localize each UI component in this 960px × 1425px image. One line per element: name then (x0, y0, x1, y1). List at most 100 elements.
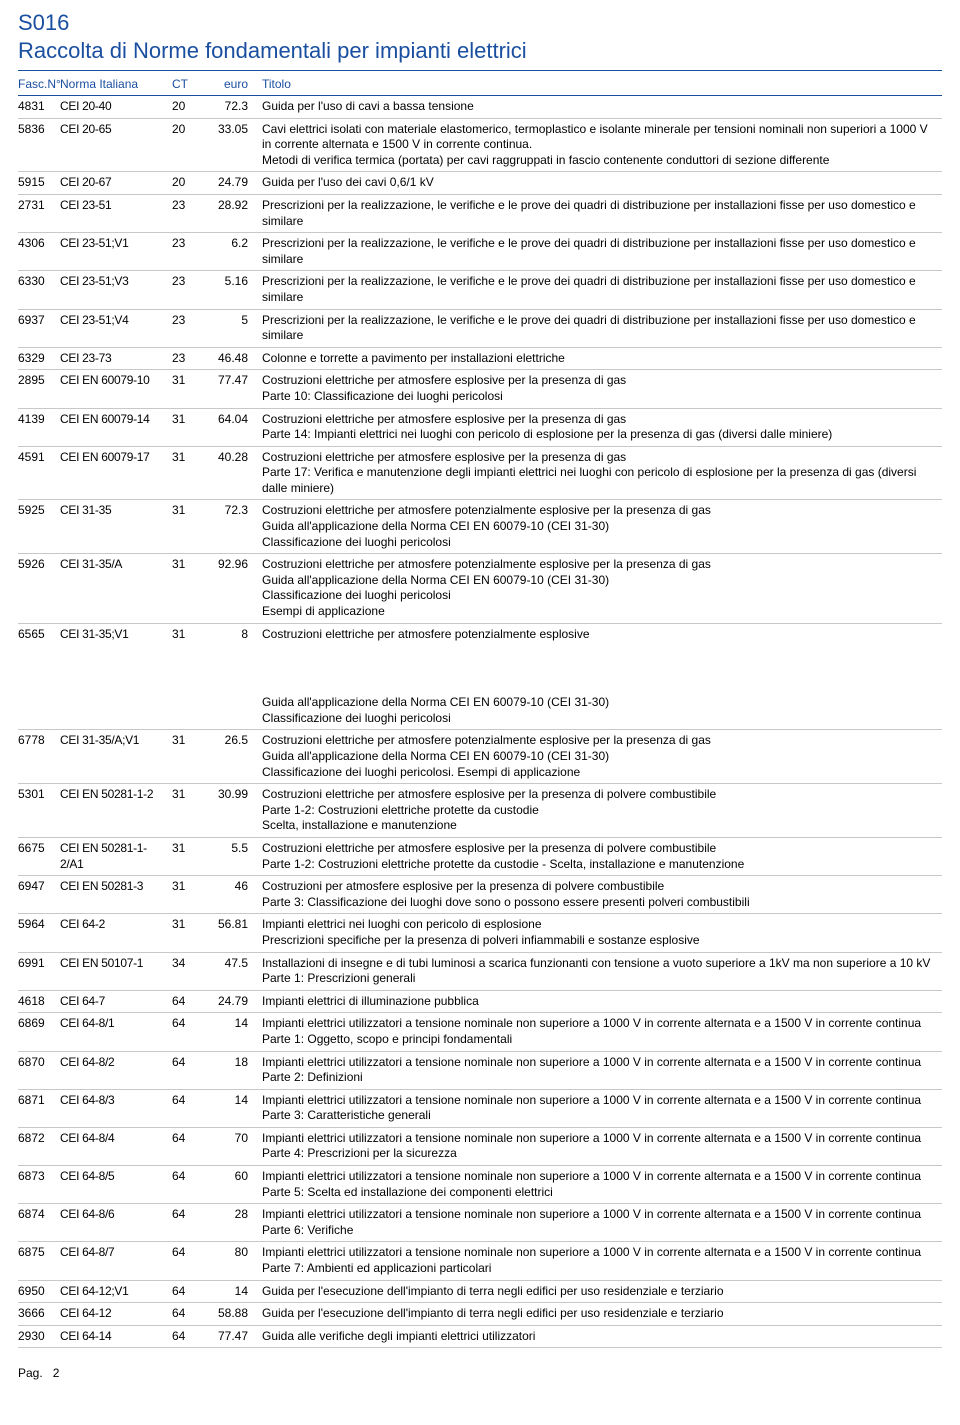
cell-euro: 64.04 (206, 408, 262, 446)
cell-euro: 46 (206, 876, 262, 914)
cell-fasc: 5964 (18, 914, 60, 952)
cell-euro: 77.47 (206, 370, 262, 408)
cell-euro: 14 (206, 1013, 262, 1051)
cell-norma: CEI 23-73 (60, 347, 172, 370)
cell-titolo: Impianti elettrici utilizzatori a tensio… (262, 1127, 942, 1165)
table-row: 6869CEI 64-8/16414Impianti elettrici uti… (18, 1013, 942, 1051)
page-footer: Pag. 2 (18, 1366, 942, 1380)
cell-ct: 64 (172, 1280, 206, 1303)
cell-titolo: Guida per l'esecuzione dell'impianto di … (262, 1303, 942, 1326)
cell-ct: 20 (172, 96, 206, 119)
cell-euro: 30.99 (206, 784, 262, 838)
table-row: 6329CEI 23-732346.48Colonne e torrette a… (18, 347, 942, 370)
cell-fasc: 6873 (18, 1166, 60, 1204)
table-row: 5926CEI 31-35/A3192.96Costruzioni elettr… (18, 554, 942, 623)
cell-euro: 77.47 (206, 1325, 262, 1348)
cell-ct: 23 (172, 309, 206, 347)
cell-ct: 34 (172, 952, 206, 990)
cell-norma: CEI 23-51;V3 (60, 271, 172, 309)
table-row: 2895CEI EN 60079-103177.47Costruzioni el… (18, 370, 942, 408)
cell-ct: 31 (172, 730, 206, 784)
cell-norma: CEI 64-14 (60, 1325, 172, 1348)
cell-norma: CEI 64-8/1 (60, 1013, 172, 1051)
cell-titolo: Impianti elettrici utilizzatori a tensio… (262, 1166, 942, 1204)
cell-norma: CEI 64-8/6 (60, 1204, 172, 1242)
col-ct-header: CT (172, 75, 206, 96)
cell-norma: CEI 64-8/5 (60, 1166, 172, 1204)
cell-titolo: Costruzioni elettriche per atmosfere pot… (262, 730, 942, 784)
cell-titolo: Colonne e torrette a pavimento per insta… (262, 347, 942, 370)
cell-ct: 64 (172, 1325, 206, 1348)
col-norma-header: Norma Italiana (60, 75, 172, 96)
cell-titolo: Costruzioni elettriche per atmosfere pot… (262, 623, 942, 645)
table-row: 5301CEI EN 50281-1-23130.99Costruzioni e… (18, 784, 942, 838)
cell-titolo: Impianti elettrici utilizzatori a tensio… (262, 1204, 942, 1242)
cell-fasc: 6950 (18, 1280, 60, 1303)
cell-titolo: Guida per l'uso di cavi a bassa tensione (262, 96, 942, 119)
col-titolo-header: Titolo (262, 75, 942, 96)
cell-fasc: 3666 (18, 1303, 60, 1326)
page-number: 2 (53, 1366, 60, 1380)
cell-euro: 24.79 (206, 990, 262, 1013)
cell-titolo: Costruzioni elettriche per atmosfere esp… (262, 370, 942, 408)
cell-titolo: Costruzioni elettriche per atmosfere esp… (262, 837, 942, 875)
page-label: Pag. (18, 1366, 43, 1380)
cell-titolo: Prescrizioni per la realizzazione, le ve… (262, 194, 942, 232)
col-euro-header: euro (206, 75, 262, 96)
cell-euro: 92.96 (206, 554, 262, 623)
cell-fasc: 6937 (18, 309, 60, 347)
cell-euro: 28 (206, 1204, 262, 1242)
cell-ct: 64 (172, 1089, 206, 1127)
table-row: 3666CEI 64-126458.88Guida per l'esecuzio… (18, 1303, 942, 1326)
table-row: 6950CEI 64-12;V16414Guida per l'esecuzio… (18, 1280, 942, 1303)
cell-norma: CEI EN 50281-3 (60, 876, 172, 914)
cell-fasc: 6991 (18, 952, 60, 990)
cell-euro: 6.2 (206, 233, 262, 271)
cell-euro: 70 (206, 1127, 262, 1165)
cell-ct: 23 (172, 271, 206, 309)
cell-titolo: Impianti elettrici utilizzatori a tensio… (262, 1242, 942, 1280)
cell-ct: 31 (172, 500, 206, 554)
cell-ct: 31 (172, 837, 206, 875)
cell-ct: 31 (172, 876, 206, 914)
table-row: 6565CEI 31-35;V1318Costruzioni elettrich… (18, 623, 942, 645)
cell-ct: 31 (172, 784, 206, 838)
cell-titolo: Prescrizioni per la realizzazione, le ve… (262, 233, 942, 271)
table-row: 5836CEI 20-652033.05Cavi elettrici isola… (18, 118, 942, 172)
cell-euro: 14 (206, 1089, 262, 1127)
cell-fasc: 6869 (18, 1013, 60, 1051)
cell-ct: 20 (172, 118, 206, 172)
table-row: 5925CEI 31-353172.3Costruzioni elettrich… (18, 500, 942, 554)
cell-fasc: 6330 (18, 271, 60, 309)
cell-titolo: Guida per l'uso dei cavi 0,6/1 kV (262, 172, 942, 195)
document-title: Raccolta di Norme fondamentali per impia… (18, 38, 942, 64)
cell-ct: 31 (172, 370, 206, 408)
cell-ct: 23 (172, 233, 206, 271)
cell-ct: 31 (172, 554, 206, 623)
cell-euro: 72.3 (206, 96, 262, 119)
cell-fasc: 4306 (18, 233, 60, 271)
cell-titolo: Prescrizioni per la realizzazione, le ve… (262, 309, 942, 347)
table-row: 4831CEI 20-402072.3Guida per l'uso di ca… (18, 96, 942, 119)
table-row: 4591CEI EN 60079-173140.28Costruzioni el… (18, 446, 942, 500)
cell-norma: CEI 31-35/A;V1 (60, 730, 172, 784)
table-row: 5915CEI 20-672024.79Guida per l'uso dei … (18, 172, 942, 195)
cell-titolo: Impianti elettrici utilizzatori a tensio… (262, 1013, 942, 1051)
cell-titolo: Impianti elettrici di illuminazione pubb… (262, 990, 942, 1013)
table-row: 6870CEI 64-8/26418Impianti elettrici uti… (18, 1051, 942, 1089)
cell-fasc: 4591 (18, 446, 60, 500)
cell-fasc: 2930 (18, 1325, 60, 1348)
table-row: 6874CEI 64-8/66428Impianti elettrici uti… (18, 1204, 942, 1242)
cell-fasc: 4618 (18, 990, 60, 1013)
cell-norma: CEI 64-8/4 (60, 1127, 172, 1165)
cell-fasc: 5836 (18, 118, 60, 172)
cell-norma: CEI EN 60079-10 (60, 370, 172, 408)
cell-euro: 18 (206, 1051, 262, 1089)
cell-ct: 64 (172, 1303, 206, 1326)
cell-titolo: Guida all'applicazione della Norma CEI E… (262, 645, 942, 730)
cell-titolo: Costruzioni per atmosfere esplosive per … (262, 876, 942, 914)
cell-titolo: Impianti elettrici utilizzatori a tensio… (262, 1051, 942, 1089)
cell-norma: CEI EN 50107-1 (60, 952, 172, 990)
table-row: 4139CEI EN 60079-143164.04Costruzioni el… (18, 408, 942, 446)
cell-euro: 60 (206, 1166, 262, 1204)
